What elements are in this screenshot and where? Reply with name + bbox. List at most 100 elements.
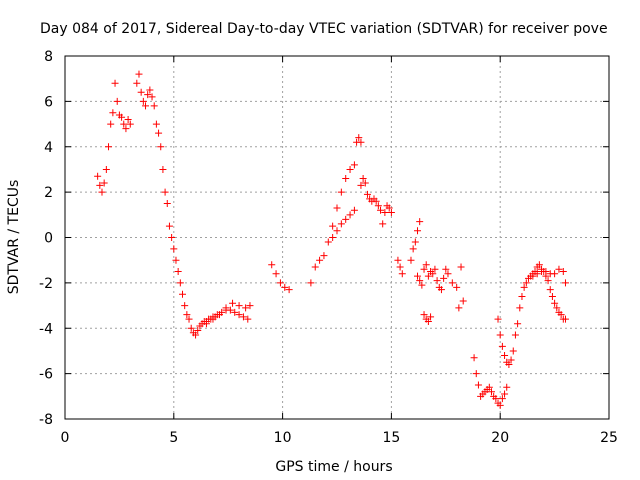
data-point [359, 175, 367, 183]
data-point [422, 261, 430, 269]
data-point [168, 234, 176, 241]
data-point [503, 383, 511, 391]
data-point [396, 263, 404, 271]
data-point [496, 331, 504, 339]
data-point [427, 313, 435, 321]
data-point [498, 342, 506, 350]
data-point [105, 143, 113, 151]
data-point [414, 227, 422, 235]
data-point [398, 270, 406, 278]
data-point [548, 292, 556, 300]
data-point [457, 263, 465, 271]
data-point [194, 327, 202, 335]
data-point [337, 188, 345, 196]
data-point [487, 388, 495, 396]
data-point [440, 274, 448, 282]
series-seg6 [329, 206, 358, 241]
data-point [285, 286, 293, 294]
data-point [163, 199, 171, 207]
y-tick-label: 6 [44, 94, 53, 110]
data-point [437, 286, 445, 294]
x-tick-label: 25 [600, 430, 618, 446]
data-point [496, 401, 504, 409]
data-point [559, 268, 567, 276]
y-tick-label: -8 [39, 412, 53, 428]
data-point [407, 256, 415, 264]
series-seg1 [94, 79, 134, 196]
data-point [498, 395, 506, 403]
data-point [544, 277, 552, 285]
series-seg11 [414, 261, 465, 294]
data-point [442, 265, 450, 273]
x-tick-labels: 0 5 10 15 20 25 [61, 430, 618, 446]
data-point [416, 218, 424, 226]
data-point [94, 172, 102, 180]
data-point [165, 222, 173, 230]
data-point [361, 179, 369, 187]
data-point [155, 129, 163, 137]
data-point [542, 268, 550, 276]
series-seg14 [470, 354, 511, 409]
data-point [501, 390, 509, 398]
data-point [239, 313, 247, 321]
data-point [555, 265, 563, 273]
data-point [276, 279, 284, 287]
x-tick-label: 0 [61, 430, 70, 446]
data-point [518, 292, 526, 300]
x-axis-title: GPS time / hours [275, 459, 392, 475]
data-point [329, 222, 337, 230]
data-point [522, 279, 530, 287]
data-point [183, 311, 191, 319]
data-point [157, 143, 165, 151]
data-point [346, 211, 354, 219]
data-point [320, 252, 328, 260]
data-point [374, 202, 382, 210]
data-point [235, 302, 243, 310]
data-point [357, 138, 365, 146]
y-tick-labels: -8 -6 -4 -2 0 2 4 6 8 [39, 49, 53, 428]
data-point [459, 297, 467, 305]
data-point [424, 272, 432, 280]
data-point [433, 277, 441, 285]
data-point [516, 304, 524, 312]
data-point [472, 370, 480, 378]
series-seg5 [307, 161, 358, 287]
x-tick-label: 20 [491, 430, 509, 446]
data-point [470, 354, 478, 362]
data-point [357, 181, 365, 189]
data-point [505, 361, 513, 369]
data-point [109, 109, 117, 117]
series-seg7 [353, 134, 365, 146]
data-point [546, 286, 554, 294]
data-point [215, 311, 223, 319]
data-point [453, 283, 461, 291]
y-tick-label: -6 [39, 367, 53, 383]
data-point [324, 238, 332, 246]
data-point [281, 283, 289, 291]
data-point [455, 304, 463, 312]
series-seg12 [420, 311, 435, 325]
data-point [102, 165, 110, 173]
data-point [137, 88, 145, 96]
data-point [307, 279, 315, 287]
data-point [535, 261, 543, 269]
series-seg4 [268, 261, 293, 294]
data-point [492, 395, 500, 403]
data-point [350, 206, 358, 214]
plot-markers [94, 70, 569, 409]
data-point [146, 86, 154, 94]
series-seg10 [407, 218, 424, 264]
data-point [209, 315, 217, 323]
data-point [387, 209, 395, 217]
y-tick-label: -2 [39, 276, 53, 292]
data-point [329, 234, 337, 241]
data-point [372, 197, 380, 205]
data-point [333, 227, 341, 235]
data-point [135, 70, 143, 78]
data-point [139, 97, 147, 105]
data-point [244, 315, 252, 323]
data-point [98, 188, 106, 196]
data-point [222, 304, 230, 312]
data-point [507, 356, 515, 364]
data-point [551, 299, 559, 307]
